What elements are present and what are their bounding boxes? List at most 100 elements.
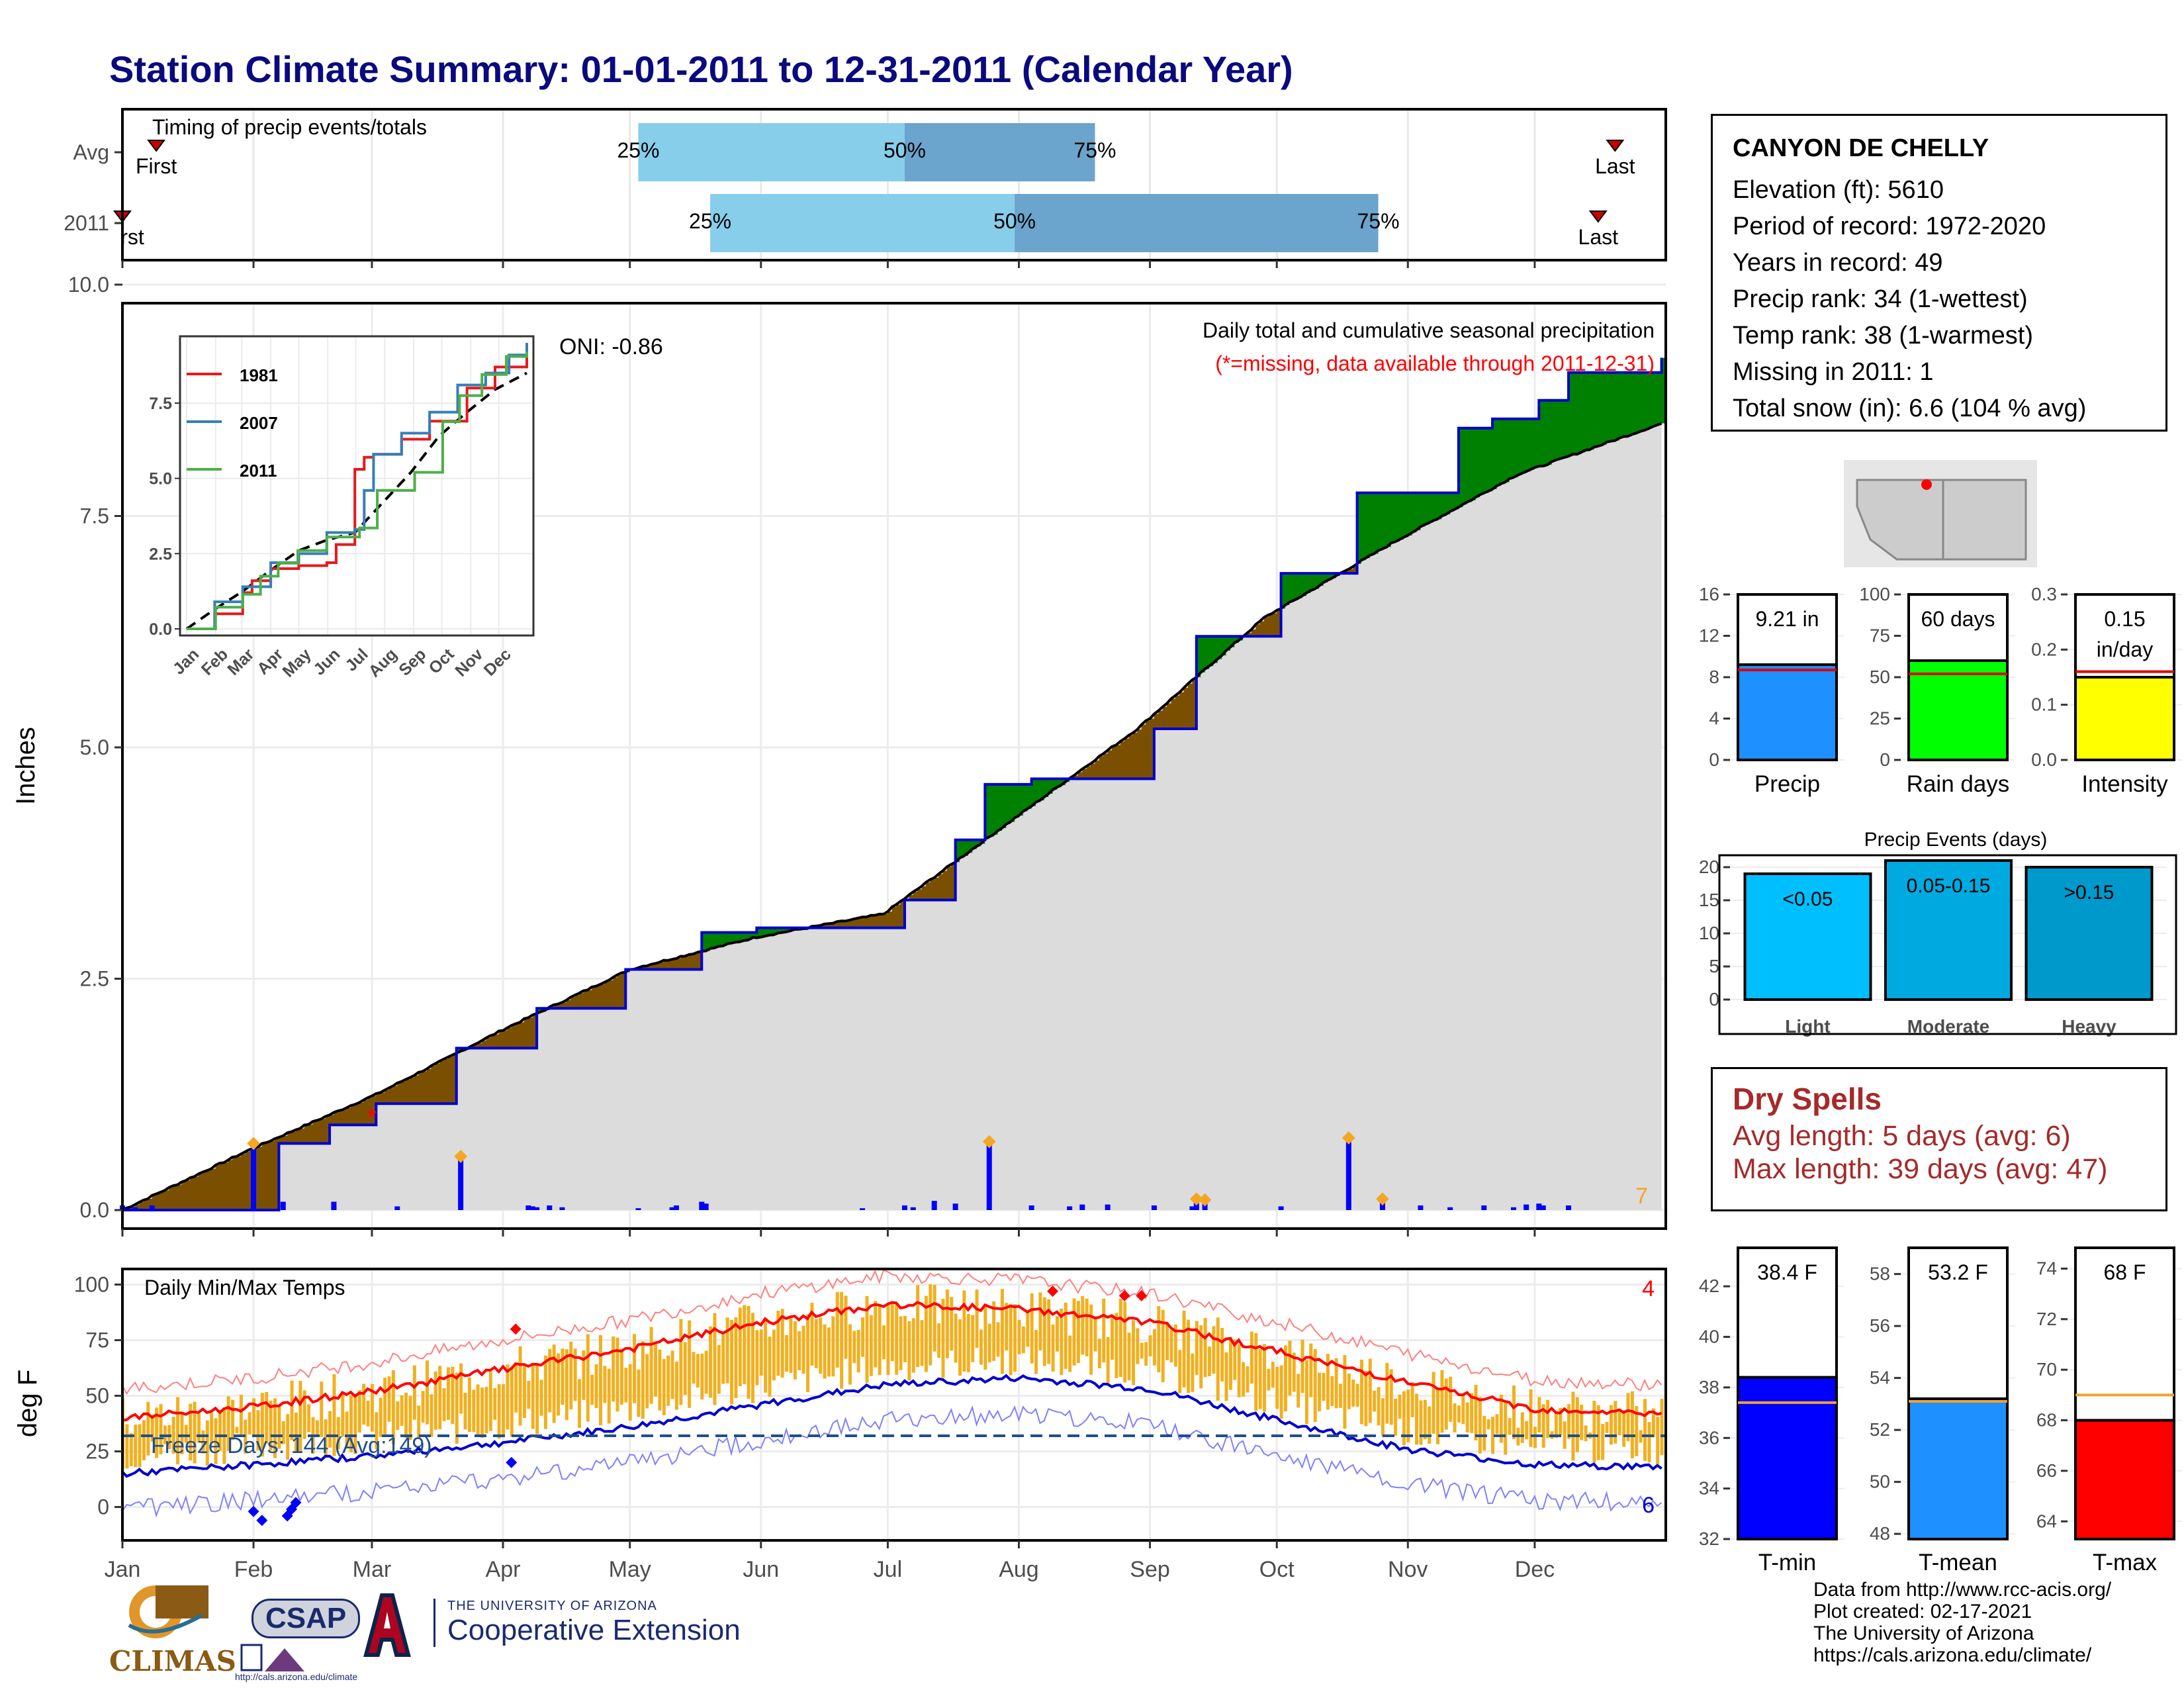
tmean-summary-ytick-label: 52	[1870, 1419, 1890, 1440]
intensity-ytick-label: 0.1	[2031, 694, 2057, 715]
timing-last-marker	[1606, 140, 1625, 152]
intensity-bar	[2074, 676, 2175, 761]
temp-xtick-label: Mar	[353, 1557, 392, 1582]
precip-daily-bar	[1536, 1203, 1542, 1210]
timing-last-marker	[1588, 211, 1608, 223]
timing-last-label: Last	[1578, 225, 1619, 249]
precip-daily-bar	[1028, 1205, 1034, 1210]
timing-label-75: 75%	[1357, 209, 1400, 233]
timing-label-25: 25%	[689, 209, 731, 233]
timing-first-marker	[147, 140, 166, 152]
precip-daily-bar	[458, 1156, 464, 1210]
events-frame	[1718, 854, 2177, 1035]
tmean-summary-ytick-label: 54	[1870, 1368, 1890, 1388]
temp-ytick-label: 25	[85, 1440, 109, 1464]
inset-border	[179, 335, 535, 637]
dry-spells-box: Dry Spells Avg length: 5 days (avg: 6) M…	[1711, 1067, 2167, 1211]
temp-ylabel: deg F	[13, 1370, 42, 1437]
temp-xtick-label: Aug	[999, 1557, 1039, 1582]
precip-event-marker	[1198, 1193, 1212, 1207]
temp-freeze-label: Freeze Days: 144 (Avg:149)	[151, 1433, 432, 1458]
precip-daily-bar	[547, 1205, 553, 1210]
temp-xtick-label: Dec	[1515, 1557, 1555, 1582]
tmean-summary-title: T-mean	[1919, 1550, 1997, 1575]
precip-daily-bar	[673, 1205, 679, 1210]
tmean-summary-ytick-label: 50	[1870, 1472, 1890, 1492]
temp-xtick-label: Apr	[486, 1557, 521, 1582]
precip-panel-subtitle: (*=missing, data available through 2011-…	[1215, 352, 1655, 375]
station-years: Years in record: 49	[1733, 249, 1943, 277]
precip-total-ytick-label: 12	[1699, 626, 1719, 646]
timing-bar-25-50	[638, 123, 905, 181]
rain-days-title: Rain days	[1907, 771, 2010, 797]
tmin-summary-ytick-label: 36	[1699, 1427, 1719, 1448]
inset-legend-label: 2007	[240, 413, 278, 433]
precip-daily-bar	[559, 1207, 565, 1210]
logos: CLIMAS CSAP http://cals.arizona.edu/clim…	[109, 1579, 745, 1685]
events-bar-heavy	[2025, 866, 2154, 1001]
precip-total-title: Precip	[1754, 771, 1820, 797]
station-temp-rank: Temp rank: 38 (1-warmest)	[1733, 322, 2034, 350]
tmin-summary-value-label: 38.4 F	[1757, 1260, 1817, 1284]
precip-event-marker	[454, 1150, 468, 1163]
events-ytick-label: 20	[1699, 857, 1719, 877]
temp-record-high-line	[122, 1269, 1662, 1395]
temp-xtick-label: Oct	[1259, 1557, 1295, 1582]
temp-xtick-label: Jun	[743, 1557, 779, 1582]
precip-average-line	[122, 422, 1662, 1211]
rain-days-value-label: 60 days	[1921, 607, 1995, 631]
precip-daily-bar	[703, 1203, 709, 1210]
precip-daily-bar	[669, 1207, 675, 1210]
tmin-summary-title: T-min	[1758, 1550, 1817, 1575]
precip-daily-bar	[394, 1206, 400, 1210]
station-snow: Total snow (in): 6.6 (104 % avg)	[1733, 395, 2087, 422]
precip-ylabel: Inches	[11, 727, 40, 805]
precip-daily-bar	[525, 1205, 531, 1210]
temp-xtick-label: May	[609, 1557, 651, 1582]
rain-days-ytick-label: 25	[1870, 708, 1890, 729]
credits: Data from http://www.rcc-acis.org/ Plot …	[1813, 1579, 2111, 1666]
university-name: THE UNIVERSITY OF ARIZONA	[447, 1599, 657, 1613]
temp-daily-range-bars	[121, 1284, 1664, 1469]
precip-total-bar	[1737, 663, 1838, 761]
tmax-summary-ytick-label: 72	[2036, 1309, 2057, 1329]
temp-ytick-label: 75	[85, 1329, 109, 1352]
credit-source: Data from http://www.rcc-acis.org/	[1813, 1579, 2112, 1601]
timing-first-label: rst	[120, 225, 144, 249]
precip-daily-bar	[952, 1203, 958, 1210]
station-name: CANYON DE CHELLY	[1733, 134, 1989, 162]
precip-daily-bar	[699, 1201, 705, 1210]
precip-oni-label: ONI: -0.86	[559, 334, 663, 359]
precip-event-marker	[1342, 1131, 1355, 1145]
temp-xtick-label: Feb	[234, 1557, 273, 1582]
tmin-summary-ytick-label: 34	[1699, 1478, 1719, 1499]
station-period: Period of record: 1972-2020	[1733, 212, 2046, 240]
precip-ytick-label: 7.5	[80, 504, 109, 528]
timing-label-50: 50%	[884, 138, 926, 162]
station-location-marker	[1921, 479, 1932, 490]
temp-record-high-marker	[1118, 1289, 1130, 1301]
timing-ytick-label: 2011	[64, 211, 109, 235]
tmax-summary-bar	[2074, 1419, 2175, 1540]
csap-logo-text: CSAP	[251, 1599, 361, 1638]
rain-days-bar	[1907, 659, 2009, 761]
tmax-summary-ytick-label: 68	[2036, 1410, 2057, 1430]
events-title: Precip Events (days)	[1864, 829, 2048, 851]
rain-days-ytick-label: 100	[1859, 584, 1890, 604]
precip-daily-bar	[1566, 1205, 1572, 1210]
events-bar-label: 0.05-0.15	[1907, 875, 1991, 897]
climas-logo-icon	[128, 1585, 208, 1638]
timing-label-75: 75%	[1073, 138, 1116, 162]
precip-ytick-label: 5.0	[80, 735, 109, 759]
precip-daily-bar	[860, 1208, 866, 1210]
events-ytick-label: 5	[1709, 956, 1719, 976]
precip-ytick-label: 0.0	[80, 1198, 109, 1222]
tmean-summary-bar	[1907, 1397, 2009, 1540]
intensity-ytick-label: 0.2	[2031, 639, 2057, 659]
timing-panel-title: Timing of precip events/totals	[152, 115, 427, 139]
precip-daily-bar	[251, 1143, 257, 1210]
tmax-summary-title: T-max	[2093, 1550, 2158, 1575]
intensity-ytick-label: 0.0	[2031, 749, 2057, 770]
intensity-value-unit: in/day	[2097, 637, 2153, 661]
precip-event-marker	[982, 1135, 996, 1149]
